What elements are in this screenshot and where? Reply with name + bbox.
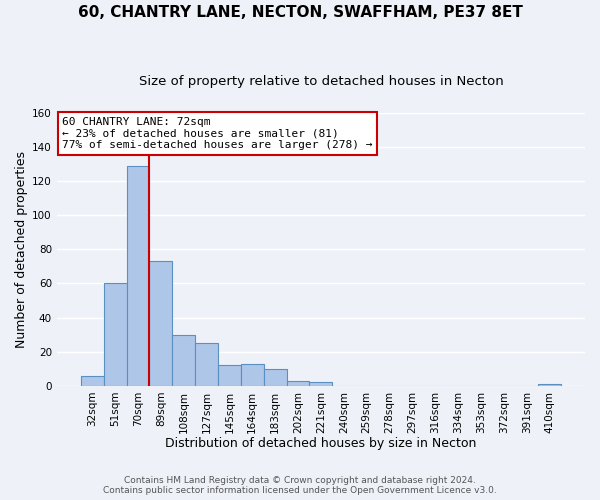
Text: 60 CHANTRY LANE: 72sqm
← 23% of detached houses are smaller (81)
77% of semi-det: 60 CHANTRY LANE: 72sqm ← 23% of detached… — [62, 117, 373, 150]
Bar — [218, 366, 241, 386]
Bar — [195, 343, 218, 386]
Bar — [264, 369, 287, 386]
Bar — [287, 380, 310, 386]
Text: 60, CHANTRY LANE, NECTON, SWAFFHAM, PE37 8ET: 60, CHANTRY LANE, NECTON, SWAFFHAM, PE37… — [77, 5, 523, 20]
X-axis label: Distribution of detached houses by size in Necton: Distribution of detached houses by size … — [165, 437, 476, 450]
Title: Size of property relative to detached houses in Necton: Size of property relative to detached ho… — [139, 75, 503, 88]
Bar — [172, 334, 195, 386]
Bar — [538, 384, 561, 386]
Bar — [104, 284, 127, 386]
Text: Contains HM Land Registry data © Crown copyright and database right 2024.
Contai: Contains HM Land Registry data © Crown c… — [103, 476, 497, 495]
Bar — [241, 364, 264, 386]
Bar — [310, 382, 332, 386]
Bar — [127, 166, 149, 386]
Bar — [81, 376, 104, 386]
Y-axis label: Number of detached properties: Number of detached properties — [15, 151, 28, 348]
Bar — [149, 262, 172, 386]
